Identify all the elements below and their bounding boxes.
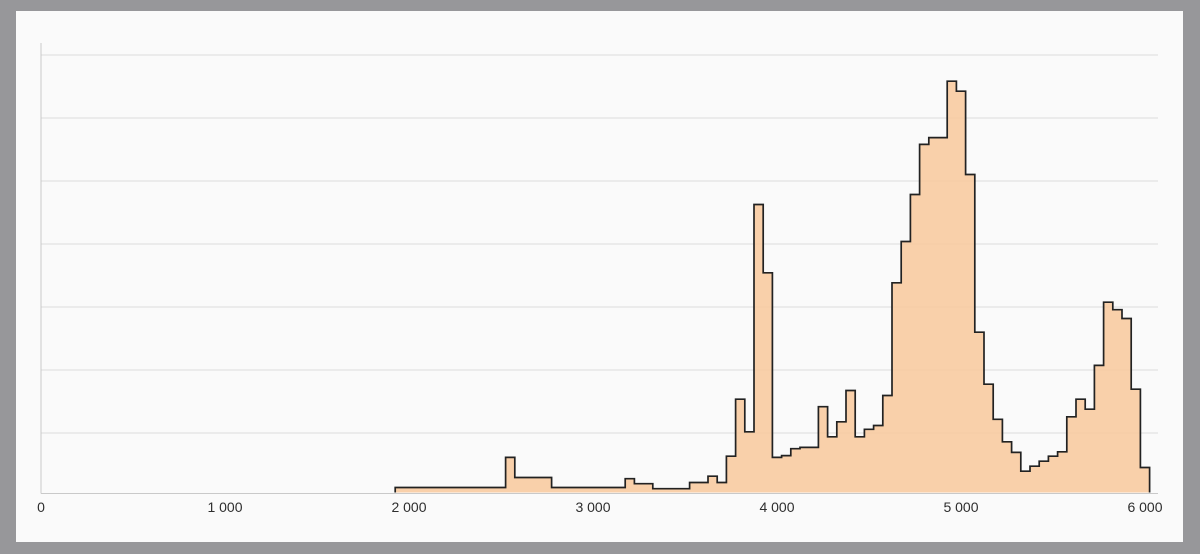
x-axis-tick-label: 5 000 [943, 499, 978, 515]
x-axis-tick-label: 1 000 [207, 499, 242, 515]
x-axis-tick-label: 0 [37, 499, 45, 515]
axes [40, 43, 1158, 494]
x-axis-tick-label: 4 000 [759, 499, 794, 515]
x-axis-labels: 0 1 000 2 000 3 000 4 000 5 000 6 000 [37, 499, 1163, 515]
x-axis-tick-label: 3 000 [575, 499, 610, 515]
x-axis-tick-label: 2 000 [391, 499, 426, 515]
gridlines [41, 54, 1158, 434]
histogram-area-layer [394, 80, 1151, 493]
histogram-outline [394, 80, 1151, 493]
x-axis-tick-label: 6 000 [1127, 499, 1162, 515]
